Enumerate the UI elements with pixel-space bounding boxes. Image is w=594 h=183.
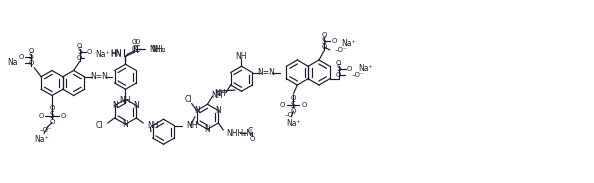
Text: C: C — [248, 128, 253, 137]
Text: NH: NH — [147, 120, 159, 130]
Text: O: O — [249, 136, 255, 142]
Text: –O⁻: –O⁻ — [352, 72, 364, 78]
Text: N: N — [112, 101, 118, 110]
Text: O: O — [290, 95, 296, 101]
Text: NH: NH — [120, 96, 131, 105]
Text: –O⁻: –O⁻ — [335, 47, 347, 53]
Text: O: O — [38, 113, 44, 119]
Text: O: O — [132, 39, 137, 45]
Text: HN: HN — [110, 49, 122, 58]
Text: N: N — [134, 101, 139, 110]
Text: O: O — [336, 60, 342, 66]
Text: N: N — [204, 125, 210, 134]
Text: O: O — [347, 66, 352, 72]
Text: NH: NH — [211, 92, 223, 100]
Text: O: O — [29, 60, 34, 66]
Text: NH₂: NH₂ — [150, 45, 164, 54]
Text: NHH₂N: NHH₂N — [226, 128, 252, 137]
Text: –O⁻: –O⁻ — [285, 112, 298, 118]
Text: N=N: N=N — [257, 68, 275, 77]
Text: Na⁺: Na⁺ — [358, 64, 372, 73]
Text: O: O — [280, 102, 285, 108]
Text: C: C — [132, 45, 137, 54]
Text: O: O — [290, 108, 296, 114]
Text: O: O — [302, 102, 307, 108]
Text: O: O — [87, 48, 92, 55]
Text: Na⁺: Na⁺ — [96, 50, 110, 59]
Text: Cl: Cl — [185, 95, 192, 104]
Text: Na⁺: Na⁺ — [34, 135, 49, 144]
Text: O: O — [135, 39, 140, 45]
Text: O: O — [18, 54, 24, 60]
Text: N: N — [194, 106, 200, 115]
Text: C: C — [135, 45, 140, 54]
Text: O: O — [77, 55, 83, 61]
Text: N: N — [216, 106, 221, 115]
Text: HN: HN — [110, 50, 122, 59]
Text: O: O — [336, 72, 342, 78]
Text: O: O — [49, 119, 55, 126]
Text: N: N — [122, 120, 128, 129]
Text: –O⁻: –O⁻ — [40, 128, 52, 134]
Text: O: O — [77, 42, 83, 48]
Text: S: S — [29, 52, 33, 61]
Text: NH: NH — [236, 52, 247, 61]
Text: S: S — [321, 36, 326, 46]
Text: O: O — [61, 113, 66, 119]
Text: S: S — [77, 47, 82, 56]
Text: Na⁺: Na⁺ — [286, 119, 301, 128]
Text: Na⁺: Na⁺ — [341, 40, 356, 48]
Text: O: O — [331, 38, 337, 44]
Text: N=N: N=N — [90, 72, 109, 81]
Text: NH₂: NH₂ — [151, 45, 166, 54]
Text: Cl: Cl — [95, 122, 103, 130]
Text: S: S — [291, 100, 296, 109]
Text: O: O — [49, 106, 55, 111]
Text: O: O — [321, 44, 327, 50]
Text: NH: NH — [187, 121, 198, 130]
Text: S: S — [50, 111, 55, 120]
Text: O: O — [29, 48, 34, 54]
Text: Na: Na — [8, 58, 18, 67]
Text: S: S — [336, 64, 341, 73]
Text: NH: NH — [214, 89, 226, 98]
Text: O: O — [321, 32, 327, 38]
